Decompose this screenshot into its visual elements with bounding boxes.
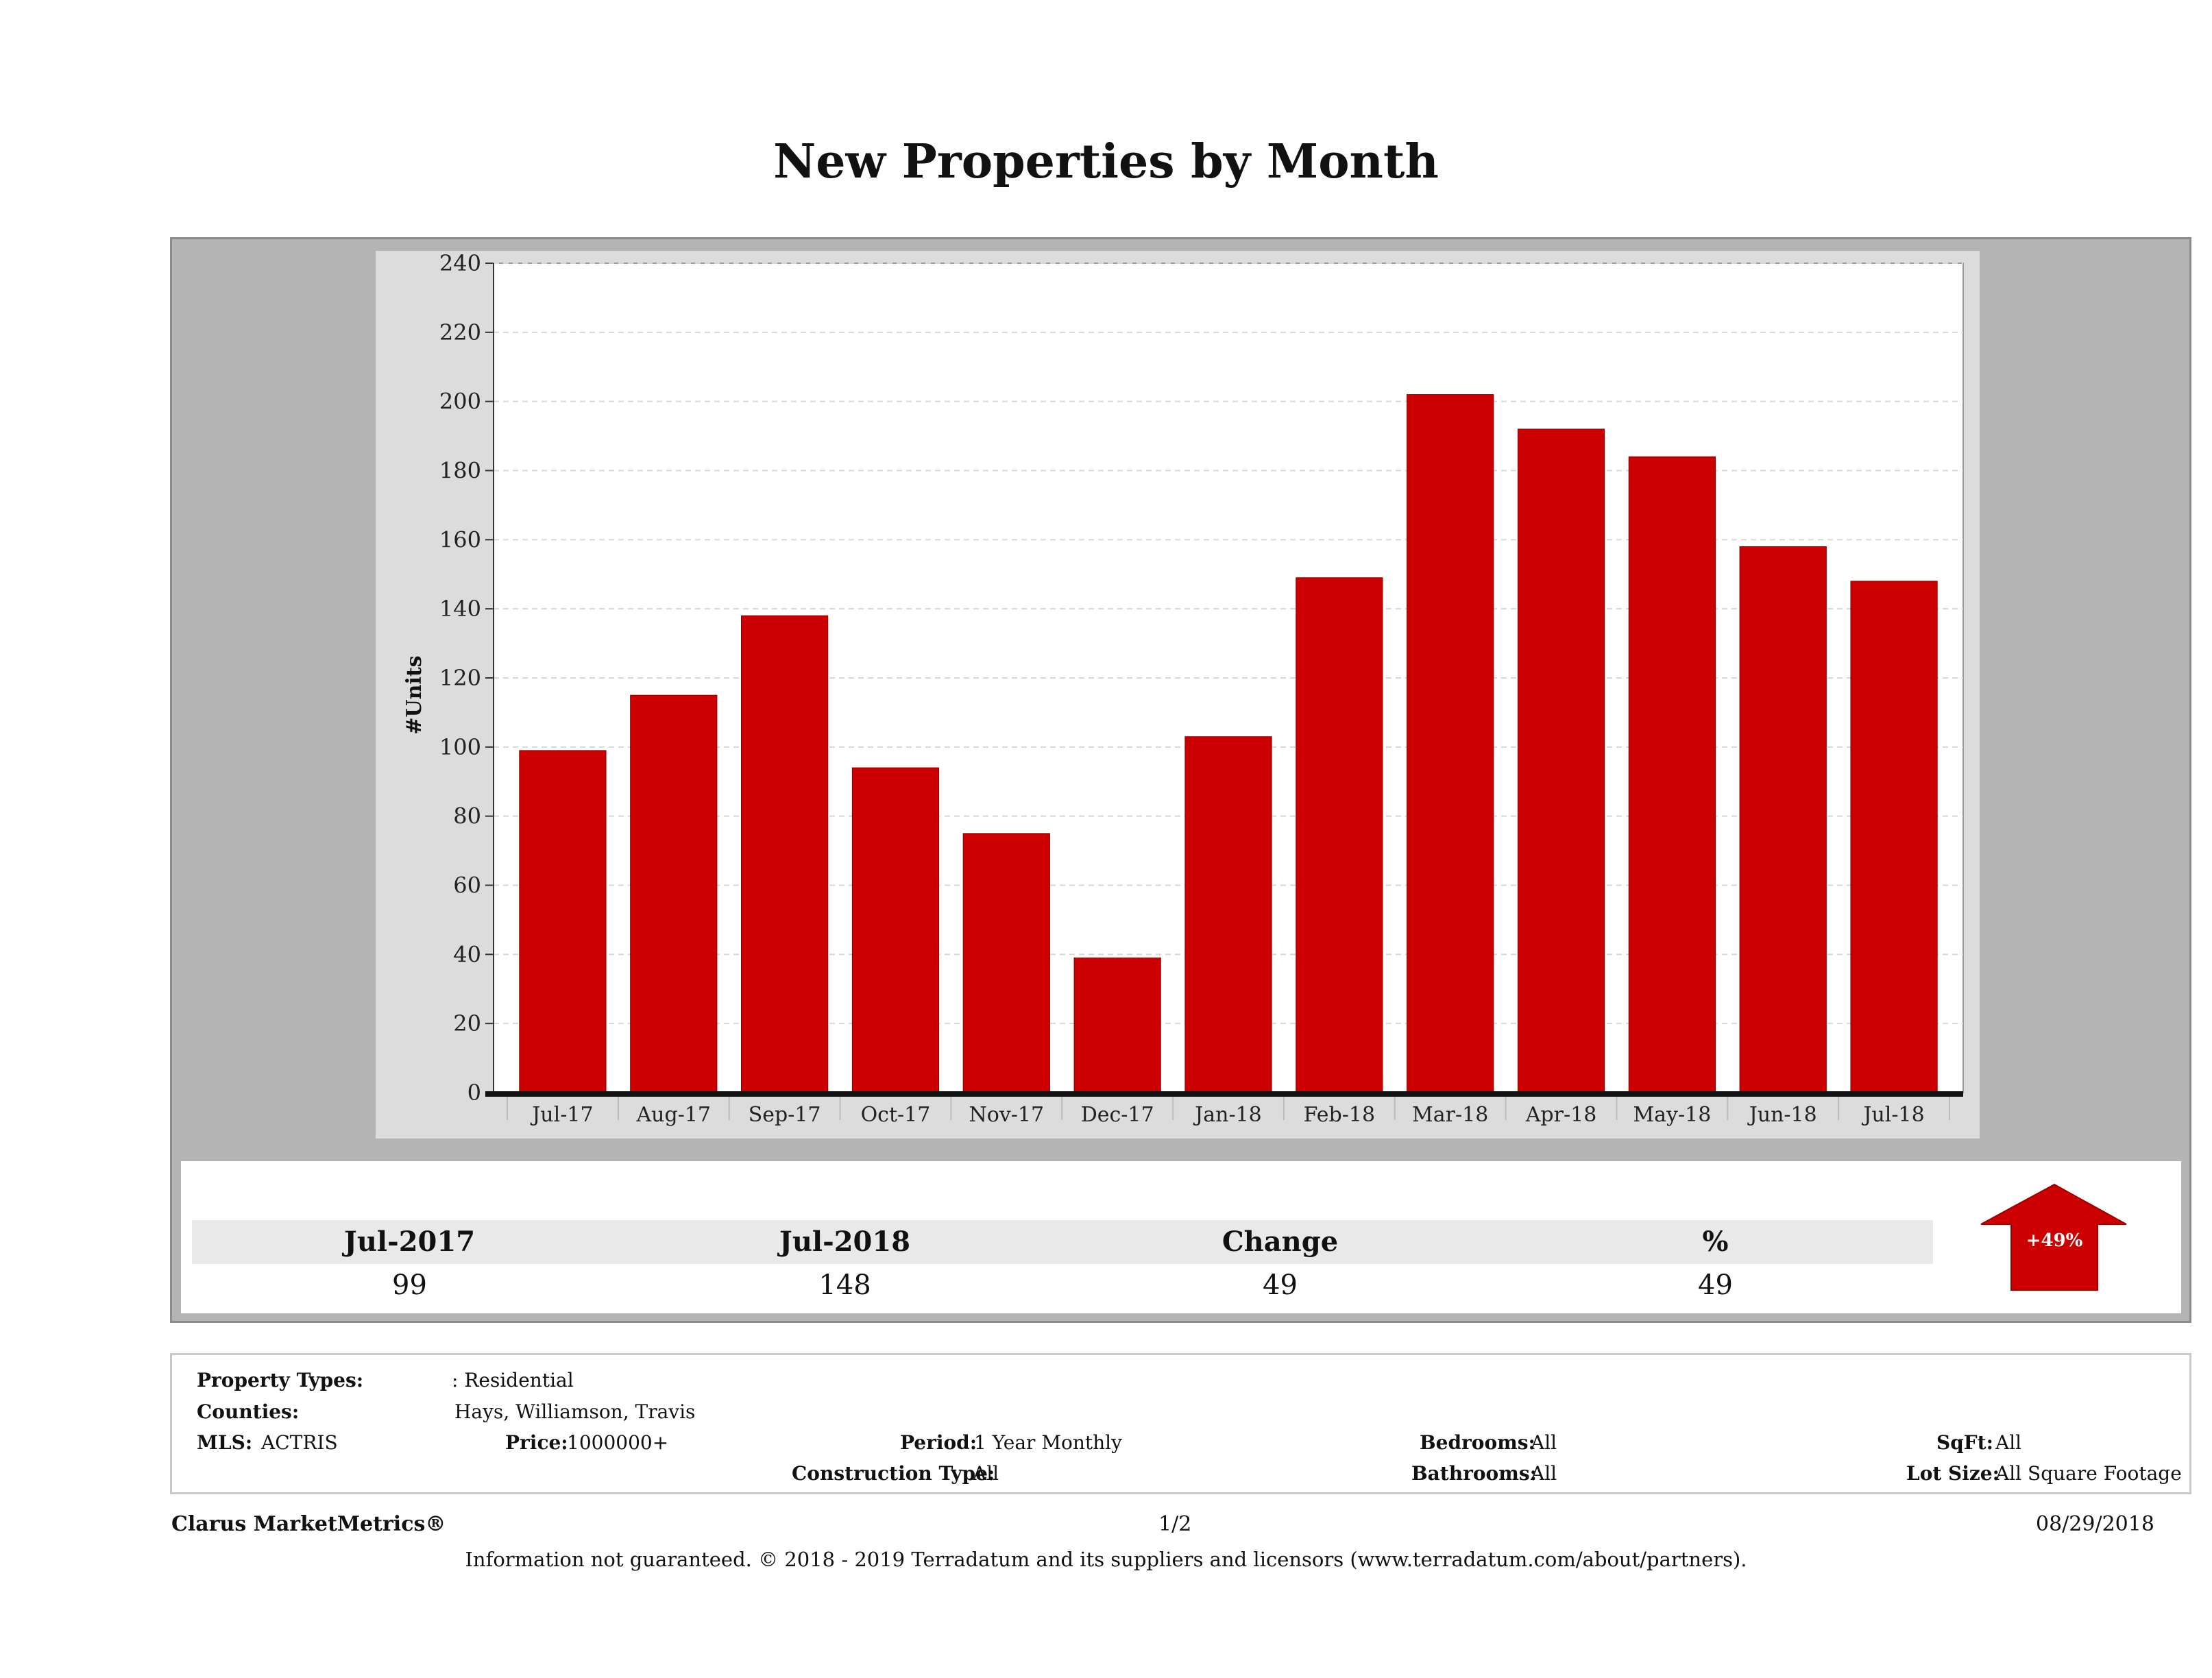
report-date: 08/29/2018 [2036, 1512, 2154, 1536]
price-label: Price: [505, 1431, 568, 1454]
period-label: Period: [900, 1431, 977, 1454]
bar [851, 767, 940, 1093]
x-tick-label: Jul-18 [1861, 1103, 1924, 1127]
y-tick-label: 220 [439, 319, 481, 345]
construction-type-value: All [973, 1462, 999, 1485]
mls-label: MLS: [197, 1431, 253, 1454]
summary-header-percent: % [1702, 1226, 1729, 1258]
construction-type-label: Construction Type: [792, 1462, 995, 1485]
change-badge-text: +49% [2026, 1230, 2083, 1251]
bathrooms-label: Bathrooms: [1411, 1462, 1537, 1485]
bar [1850, 581, 1938, 1093]
bar [962, 833, 1050, 1093]
bedrooms-value: All [1531, 1431, 1557, 1454]
summary-value-row: 99 148 49 49 [192, 1265, 1933, 1305]
sqft-label: SqFt: [1936, 1431, 1993, 1454]
summary-table: Jul-2017 Jul-2018 Change % 99 148 49 49 … [181, 1161, 2181, 1313]
bar [740, 615, 829, 1093]
y-tick-label: 0 [467, 1080, 481, 1106]
page-number: 1/2 [1158, 1512, 1192, 1536]
bar-chart: #Units 0 20 40 60 80 100 120 140 160 180 200 220 240… [402, 251, 1964, 1127]
up-arrow-icon: +49% [1980, 1183, 2127, 1291]
summary-value-end: 148 [818, 1269, 871, 1301]
bar [1073, 957, 1161, 1093]
x-tick-label: May-18 [1633, 1103, 1711, 1127]
summary-value-percent: 49 [1698, 1269, 1733, 1301]
mls-value: ACTRIS [261, 1431, 338, 1454]
change-badge: +49% [1962, 1174, 2147, 1304]
summary-header-row: Jul-2017 Jul-2018 Change % [192, 1220, 1933, 1264]
y-tick-label: 140 [439, 596, 481, 622]
sqft-value: All [1995, 1431, 2022, 1454]
lot-size-label: Lot Size: [1906, 1462, 2000, 1485]
criteria-panel: Property Types: : Residential Counties: … [170, 1353, 2191, 1494]
x-tick-label: Oct-17 [861, 1103, 931, 1127]
x-tick-label: Aug-17 [636, 1103, 712, 1127]
bar [1184, 736, 1272, 1093]
period-value: 1 Year Monthly [974, 1431, 1122, 1454]
y-tick-label: 160 [439, 526, 481, 552]
y-tick-label: 180 [439, 458, 481, 484]
counties-value: Hays, Williamson, Travis [454, 1400, 696, 1423]
price-value: 1000000+ [567, 1431, 669, 1454]
y-tick-label: 60 [453, 873, 481, 899]
bathrooms-value: All [1531, 1462, 1557, 1485]
y-tick-label: 80 [453, 803, 481, 829]
summary-header-end: Jul-2018 [779, 1226, 911, 1258]
bedrooms-label: Bedrooms: [1420, 1431, 1535, 1454]
bar [519, 750, 607, 1093]
summary-header-change: Change [1222, 1226, 1339, 1258]
counties-label: Counties: [197, 1400, 300, 1423]
bar [1407, 394, 1494, 1093]
x-tick-label: Jan-18 [1193, 1103, 1262, 1127]
x-tick-label: Mar-18 [1412, 1103, 1488, 1127]
bar [630, 694, 718, 1093]
disclaimer: Information not guaranteed. © 2018 - 201… [465, 1548, 1747, 1571]
chart-title: New Properties by Month [773, 134, 1439, 189]
y-tick-label: 20 [453, 1010, 481, 1036]
summary-value-change: 49 [1263, 1269, 1298, 1301]
x-tick-label: Feb-18 [1304, 1103, 1375, 1127]
brand-name: Clarus MarketMetrics® [171, 1512, 446, 1536]
bar [1517, 428, 1605, 1093]
bar [1628, 456, 1716, 1093]
x-tick-label: Apr-18 [1525, 1103, 1597, 1127]
summary-value-start: 99 [392, 1269, 427, 1301]
property-types-value: : Residential [452, 1369, 574, 1391]
y-tick-label: 120 [439, 665, 481, 691]
y-tick-label: 40 [453, 941, 481, 967]
y-tick-label: 200 [439, 389, 481, 415]
x-tick-label: Dec-17 [1081, 1103, 1154, 1127]
bar [1296, 577, 1383, 1093]
x-tick-label: Jun-18 [1747, 1103, 1817, 1127]
lot-size-value: All Square Footage [1995, 1462, 2182, 1485]
summary-header-spacer [192, 1174, 1933, 1220]
property-types-label: Property Types: [197, 1369, 364, 1391]
y-axis-label: #Units [402, 655, 426, 734]
x-tick-label: Jul-17 [530, 1103, 593, 1127]
bar [1739, 546, 1827, 1093]
summary-header-start: Jul-2017 [343, 1226, 476, 1258]
y-tick-label: 100 [439, 734, 481, 760]
y-tick-label: 240 [439, 251, 481, 276]
x-tick-label: Nov-17 [969, 1103, 1045, 1127]
x-tick-label: Sep-17 [749, 1103, 821, 1127]
